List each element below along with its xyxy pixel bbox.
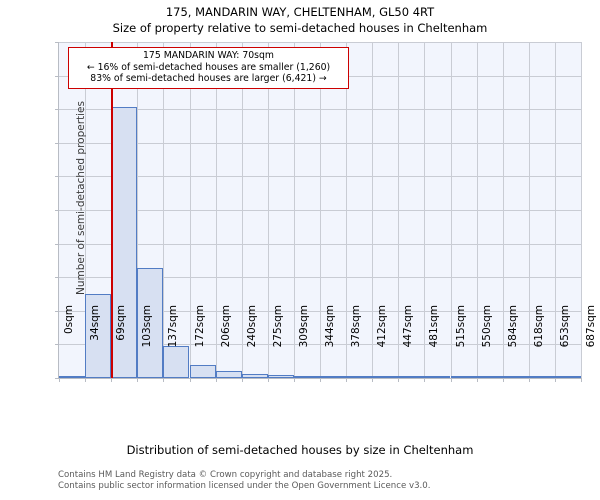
y-tick-mark: [55, 109, 59, 111]
x-tick-mark: [372, 378, 374, 382]
x-tick-mark: [424, 378, 426, 382]
histogram-bar: [241, 374, 268, 378]
x-tick-label: 447sqm: [402, 305, 415, 348]
y-tick-mark: [55, 344, 59, 346]
histogram-bar: [267, 375, 294, 378]
y-tick-mark: [55, 277, 59, 279]
y-tick-mark: [55, 378, 59, 379]
histogram-bar: [85, 294, 112, 378]
x-tick-mark: [554, 378, 556, 382]
x-tick-mark: [581, 378, 582, 382]
x-tick-label: 515sqm: [454, 305, 467, 348]
x-tick-mark: [189, 378, 191, 382]
annotation-line-larger: 83% of semi-detached houses are larger (…: [90, 73, 327, 84]
histogram-bar: [450, 376, 477, 378]
histogram-bar: [346, 376, 373, 378]
y-tick-mark: [55, 310, 59, 312]
x-tick-label: 687sqm: [585, 305, 597, 348]
x-axis-title: Distribution of semi-detached houses by …: [126, 443, 474, 457]
y-tick-mark: [55, 176, 59, 178]
x-tick-label: 69sqm: [115, 305, 128, 341]
histogram-bar: [554, 376, 581, 378]
histogram-bar: [528, 376, 555, 378]
x-tick-mark: [215, 378, 217, 382]
gridline-vertical: [581, 42, 582, 378]
x-tick-label: 584sqm: [506, 305, 519, 348]
histogram-bar: [59, 376, 86, 378]
plot-area: Number of semi-detached properties 05001…: [55, 42, 597, 382]
annotation-line-smaller: ← 16% of semi-detached houses are smalle…: [86, 61, 331, 73]
x-tick-mark: [241, 378, 243, 382]
x-tick-mark: [346, 378, 348, 382]
y-tick-mark: [55, 142, 59, 144]
histogram-bar: [293, 376, 320, 378]
page-title: 175, MANDARIN WAY, CHELTENHAM, GL50 4RT: [165, 5, 435, 19]
x-tick-label: 240sqm: [245, 305, 258, 348]
histogram-bar: [137, 267, 164, 378]
x-tick-label: 550sqm: [480, 305, 493, 348]
histogram-bar: [320, 376, 347, 378]
histogram-bar: [163, 346, 190, 378]
y-tick-mark: [55, 210, 59, 211]
footer-attribution: Contains HM Land Registry data © Crown c…: [58, 470, 598, 491]
histogram-bar: [372, 376, 399, 378]
property-size-marker-line: [111, 42, 114, 378]
x-tick-label: 103sqm: [141, 305, 154, 348]
x-tick-label: 172sqm: [193, 305, 206, 348]
x-tick-label: 618sqm: [532, 305, 545, 348]
x-tick-mark: [320, 378, 321, 382]
x-tick-mark: [163, 378, 165, 382]
annotation-line-property: 175 MANDARIN WAY: 70sqm: [143, 50, 274, 61]
histogram-bar: [189, 364, 216, 378]
x-tick-label: 34sqm: [89, 305, 102, 341]
x-tick-mark: [476, 378, 478, 382]
footer-line-2: Contains public sector information licen…: [58, 480, 431, 491]
histogram-bar: [502, 376, 529, 378]
x-tick-mark: [85, 378, 87, 382]
x-tick-mark: [111, 378, 113, 382]
x-tick-mark: [450, 378, 452, 382]
x-tick-mark: [398, 378, 400, 382]
chart-title-block: 175, MANDARIN WAY, CHELTENHAM, GL50 4RT …: [0, 4, 600, 36]
histogram-bar: [476, 376, 503, 378]
x-tick-label: 412sqm: [376, 305, 389, 348]
x-tick-label: 0sqm: [63, 305, 75, 335]
histogram-bars: [59, 42, 581, 378]
x-tick-label: 309sqm: [297, 305, 310, 348]
x-tick-label: 206sqm: [219, 305, 232, 348]
x-tick-label: 344sqm: [324, 305, 336, 348]
histogram-bar: [215, 370, 242, 378]
x-tick-label: 378sqm: [350, 305, 363, 348]
x-tick-label: 653sqm: [558, 305, 571, 348]
x-tick-label: 481sqm: [428, 305, 441, 348]
x-tick-label: 137sqm: [167, 305, 180, 348]
y-tick-mark: [55, 75, 59, 77]
x-tick-mark: [137, 378, 139, 382]
x-tick-mark: [267, 378, 269, 382]
x-tick-mark: [528, 378, 530, 382]
x-tick-label: 275sqm: [271, 305, 284, 348]
x-tick-mark: [293, 378, 295, 382]
x-tick-mark: [59, 378, 60, 382]
histogram-bar: [398, 376, 425, 378]
footer-line-1: Contains HM Land Registry data © Crown c…: [58, 470, 393, 480]
y-tick-mark: [55, 243, 59, 245]
histogram-bar: [424, 376, 451, 378]
annotation-box: 175 MANDARIN WAY: 70sqm ← 16% of semi-de…: [68, 47, 349, 89]
y-tick-mark: [55, 42, 59, 43]
chart-subtitle: Size of property relative to semi-detach…: [112, 21, 488, 35]
x-tick-mark: [502, 378, 504, 382]
